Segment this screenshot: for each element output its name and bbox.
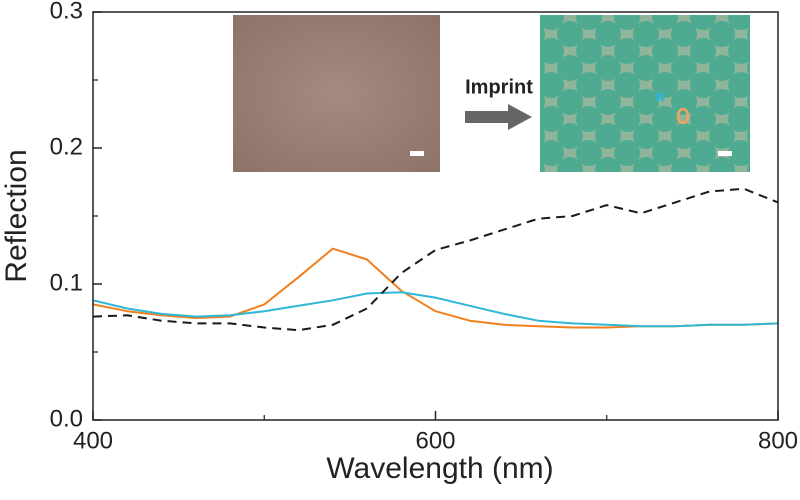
arrow <box>465 104 532 130</box>
x-tick-label: 600 <box>415 427 455 454</box>
x-tick-label: 800 <box>758 427 798 454</box>
y-tick-label: 0.1 <box>50 269 83 296</box>
y-axis-label: Reflection <box>0 149 33 282</box>
x-axis-label: Wavelength (nm) <box>326 452 553 485</box>
plot-area <box>92 187 779 332</box>
series-line <box>92 291 779 328</box>
inset-label: Imprint <box>465 76 533 98</box>
series-line <box>92 187 779 332</box>
inset-before <box>233 15 440 172</box>
x-tick-label: 400 <box>73 427 113 454</box>
inset-after <box>540 15 750 172</box>
y-tick-label: 0.2 <box>50 133 83 160</box>
y-tick-label: 0.0 <box>50 405 83 432</box>
y-tick-label: 0.3 <box>50 0 83 24</box>
